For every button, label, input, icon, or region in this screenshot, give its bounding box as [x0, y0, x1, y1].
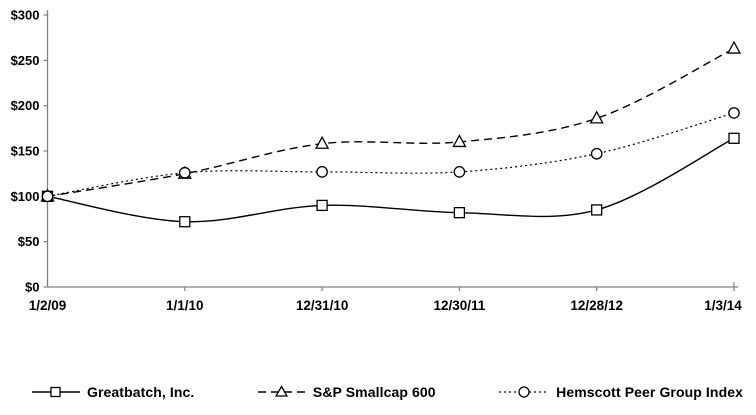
chart-plot-area: $300 $250 $200 $150 $100 $50 $0 1/2/09 1/1/10 12/…	[11, 8, 743, 314]
x-axis-tick-label: 12/30/11	[433, 298, 485, 313]
data-point-circle	[41, 190, 54, 203]
y-axis-tick-label: $50	[18, 234, 40, 249]
y-axis-tick-label: $0	[25, 280, 39, 295]
data-point-circle	[453, 166, 466, 178]
y-axis-tick-label: $100	[11, 189, 40, 204]
x-axis-tick-label: 12/31/10	[296, 298, 349, 313]
y-axis-tick-label: $200	[11, 98, 40, 113]
x-axis-tick-label: 1/2/09	[29, 298, 67, 313]
series-line-square	[47, 137, 735, 223]
data-point-circle	[178, 166, 191, 179]
x-axis-tick-label: 1/3/14	[704, 298, 742, 313]
y-axis-tick-label: $250	[11, 53, 40, 68]
x-axis-tick-label: 12/28/12	[570, 298, 623, 313]
data-point-square	[591, 204, 603, 216]
data-point-triangle	[589, 110, 604, 124]
x-axis-tick-label: 1/1/10	[166, 298, 204, 313]
series-line-circle	[47, 112, 735, 197]
triangle-marker-dashed-line-icon	[257, 385, 306, 397]
series-line-triangle	[47, 47, 735, 197]
y-axis-tick-label: $150	[11, 144, 40, 159]
data-point-triangle	[452, 134, 467, 148]
data-point-square	[179, 216, 191, 228]
data-point-circle	[590, 147, 603, 160]
y-axis-tick-label: $300	[11, 8, 40, 23]
legend-label-sp-smallcap-600: S&P Smallcap 600	[312, 384, 436, 400]
legend-item-greatbatch: Greatbatch, Inc.	[32, 384, 194, 400]
data-point-triangle	[315, 135, 330, 149]
circle-marker-dotted-line-icon	[499, 386, 550, 398]
data-point-square	[728, 132, 740, 144]
legend: Greatbatch, Inc. S&P Smallcap 600 Hemsco…	[0, 384, 756, 400]
square-marker-solid-line-icon	[32, 386, 80, 398]
data-point-triangle	[726, 40, 742, 54]
data-point-square	[316, 199, 328, 212]
data-point-circle	[728, 107, 740, 119]
data-point-circle	[316, 166, 328, 178]
legend-label-hemscott-peer-group: Hemscott Peer Group Index	[556, 384, 743, 400]
legend-label-greatbatch: Greatbatch, Inc.	[87, 384, 195, 400]
legend-item-sp-smallcap-600: S&P Smallcap 600	[257, 384, 436, 400]
data-point-square	[453, 207, 466, 219]
legend-item-hemscott-peer-group: Hemscott Peer Group Index	[499, 384, 743, 400]
